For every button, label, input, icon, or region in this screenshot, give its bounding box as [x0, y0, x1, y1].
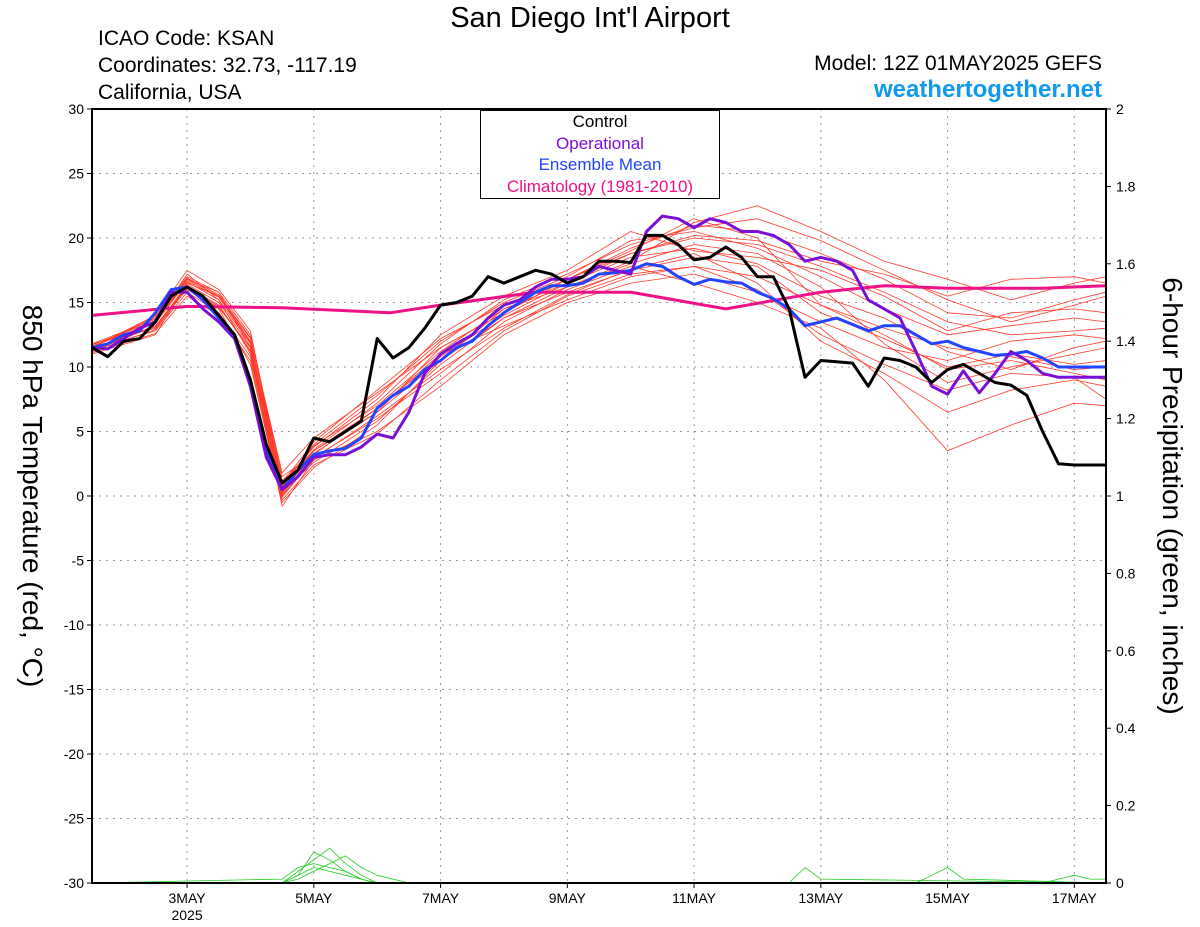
region: California, USA [98, 81, 242, 104]
y-tick-label-left: -10 [64, 617, 84, 633]
y-tick-label-right: 1 [1116, 488, 1124, 504]
y-tick-label-left: 0 [76, 488, 84, 504]
y-tick-label-left: 10 [68, 359, 84, 375]
member-precip-line [91, 863, 1106, 884]
y-tick-label-right: 0.6 [1116, 643, 1136, 659]
x-tick-sublabel: 2025 [171, 907, 202, 923]
x-tick-label: 15MAY [925, 890, 971, 906]
x-tick-label: 5MAY [295, 890, 333, 906]
legend: Control Operational Ensemble Mean Climat… [480, 110, 720, 199]
operational-line [91, 214, 1106, 492]
member-temperature-line [91, 205, 1107, 503]
y-tick-label-left: -20 [64, 746, 84, 762]
y-tick-label-right: 0.8 [1116, 565, 1136, 581]
x-tick-label: 13MAY [798, 890, 844, 906]
member-temperature-line [91, 237, 1107, 485]
legend-climatology: Climatology (1981-2010) [506, 176, 694, 196]
coordinates: Coordinates: 32.73, -117.19 [98, 54, 357, 77]
y-tick-label-right: 1.8 [1116, 178, 1136, 194]
x-tick-label: 17MAY [1052, 890, 1098, 906]
chart-title: San Diego Int'l Airport [450, 2, 730, 34]
ensemble-mean-line [91, 262, 1106, 492]
y-tick-label-right: 2 [1116, 101, 1124, 117]
legend-control: Control [572, 112, 628, 131]
member-temperature-line [91, 244, 1107, 496]
icao-code: ICAO Code: KSAN [98, 27, 275, 50]
y-tick-label-right: 0.2 [1116, 798, 1136, 814]
y-tick-label-right: 1.6 [1116, 256, 1136, 272]
x-tick-label: 9MAY [549, 890, 587, 906]
member-precip-line [92, 867, 1107, 884]
y-tick-label-left: -25 [64, 811, 84, 827]
y-tick-label-left: 30 [68, 101, 84, 117]
y-tick-label-left: 20 [68, 230, 84, 246]
y-tick-label-left: 25 [68, 166, 84, 182]
y-tick-label-left: -30 [64, 875, 84, 891]
member-precip-line [92, 847, 1106, 884]
x-tick-label: 11MAY [672, 890, 716, 906]
y-tick-label-left: 5 [76, 424, 84, 440]
y-tick-label-right: 0 [1116, 875, 1124, 891]
member-precip-line [92, 874, 1106, 884]
x-tick-label: 7MAY [422, 890, 460, 906]
control-line [91, 233, 1106, 485]
model-run: Model: 12Z 01MAY2025 GEFS [814, 52, 1102, 75]
x-tick-label: 3MAY [169, 890, 207, 906]
member-precip-line [92, 855, 1106, 884]
y-tick-label-right: 1.4 [1116, 333, 1136, 349]
site-link[interactable]: weathertogether.net [873, 76, 1102, 103]
legend-operational: Operational [556, 133, 644, 153]
climatology-line [91, 284, 1107, 317]
y-tick-label-left: -15 [64, 682, 84, 698]
y-tick-label-right: 0.4 [1116, 720, 1136, 736]
y-tick-label-left: 15 [68, 295, 84, 311]
legend-ensemble-mean: Ensemble Mean [538, 155, 662, 174]
y-tick-label-right: 1.2 [1116, 411, 1136, 427]
member-temperature-line [91, 273, 1107, 507]
member-temperature-line [91, 218, 1107, 491]
member-temperature-line [91, 231, 1107, 488]
member-precip-line [92, 851, 1106, 884]
member-temperature-line [91, 253, 1107, 498]
y-tick-label-left: -5 [72, 553, 85, 569]
